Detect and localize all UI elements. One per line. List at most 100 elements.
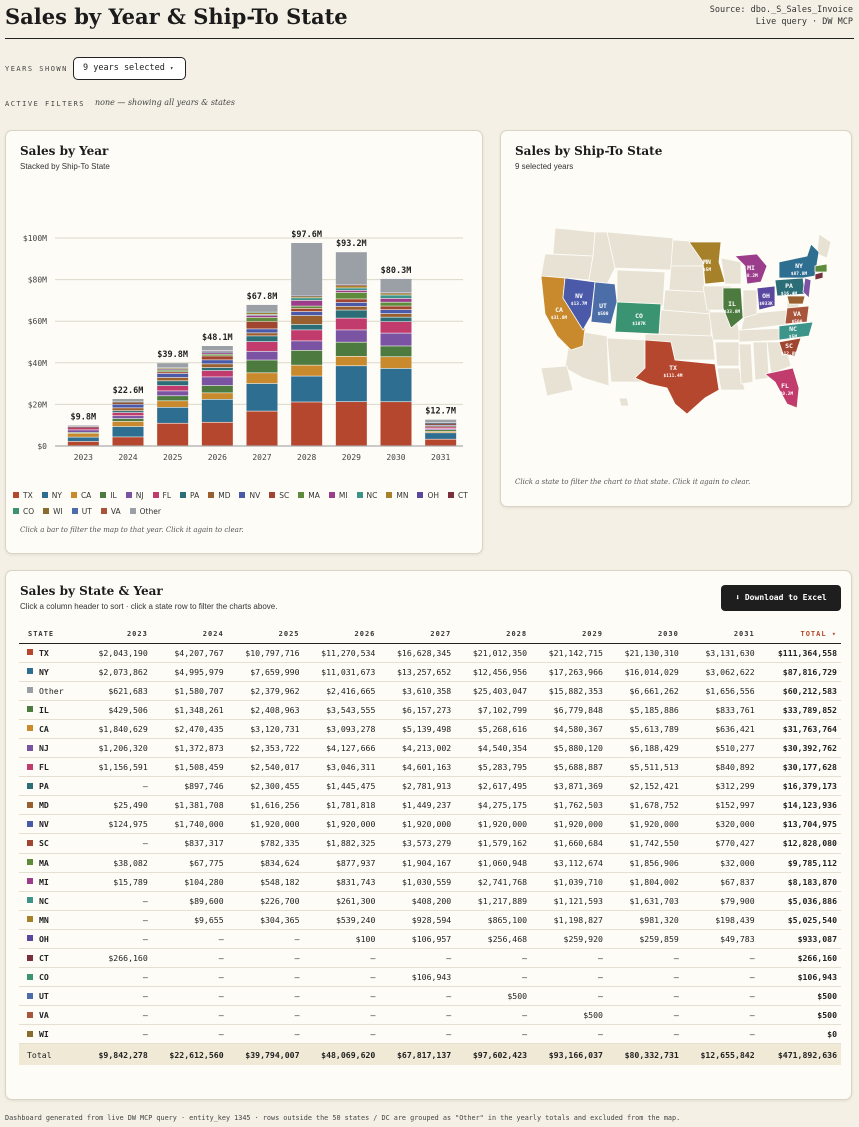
column-header-2028[interactable]: 2028	[455, 626, 532, 644]
table-row-ca[interactable]: CA $1,840,629 $2,470,435 $3,120,731 $3,093,2…	[19, 719, 841, 739]
bar-2031[interactable]	[425, 419, 457, 446]
bar-2030[interactable]	[380, 278, 412, 446]
column-header-2031[interactable]: 2031	[682, 626, 759, 644]
state-fl[interactable]	[764, 367, 800, 409]
state-md[interactable]	[786, 295, 806, 305]
legend-item-ny[interactable]: NY	[41, 488, 62, 504]
table-row-other[interactable]: Other $621,683 $1,580,707 $2,379,962 $2,416,…	[19, 681, 841, 701]
table-cell: –	[531, 967, 607, 988]
legend-item-ct[interactable]: CT	[448, 488, 468, 504]
column-header-2030[interactable]: 2030	[606, 626, 683, 644]
table-row-pa[interactable]: PA – $897,746 $2,300,455 $1,445,475 $2,781,91…	[19, 776, 841, 797]
legend-item-nc[interactable]: NC	[356, 488, 377, 504]
column-header-total[interactable]: TOTAL ▾	[758, 626, 841, 644]
table-row-wi[interactable]: WI – – – – – – – – – $0	[19, 1024, 841, 1045]
state-va[interactable]	[784, 305, 810, 325]
state-co[interactable]	[614, 301, 662, 335]
table-row-va[interactable]: VA – – – – – – $500– – $500	[19, 1005, 841, 1026]
column-header-state[interactable]: STATE	[19, 626, 83, 644]
state-sd[interactable]	[668, 265, 706, 293]
state-la[interactable]	[716, 367, 746, 391]
state-tx[interactable]	[634, 339, 720, 415]
legend-item-other[interactable]: Other	[129, 504, 161, 520]
state-sc[interactable]	[778, 337, 802, 357]
legend-item-co[interactable]: CO	[13, 504, 34, 520]
legend-item-wi[interactable]: WI	[43, 504, 63, 520]
bar-2025[interactable]	[157, 363, 189, 446]
column-header-2024[interactable]: 2024	[151, 626, 228, 644]
legend-item-il[interactable]: IL	[100, 488, 117, 504]
column-header-2029[interactable]: 2029	[531, 626, 607, 644]
table-row-sc[interactable]: SC – $837,317 $782,335 $1,882,325 $3,573,279 $…	[19, 833, 841, 854]
state-nj[interactable]	[802, 277, 812, 299]
legend-item-fl[interactable]: FL	[152, 488, 171, 504]
state-ar[interactable]	[714, 341, 740, 367]
bar-2026[interactable]	[201, 346, 233, 446]
state-al[interactable]	[752, 341, 770, 381]
table-cell: $87,816,729	[758, 662, 841, 682]
state-me[interactable]	[816, 233, 832, 259]
state-ms[interactable]	[738, 343, 754, 385]
years-dropdown[interactable]: 9 years selected ▾	[73, 57, 186, 80]
state-hi[interactable]	[618, 397, 630, 407]
legend-item-mn[interactable]: MN	[386, 488, 408, 504]
state-in[interactable]	[742, 289, 758, 319]
state-ny[interactable]	[778, 243, 820, 279]
state-il[interactable]	[722, 287, 744, 329]
table-row-fl[interactable]: FL $1,156,591 $1,508,459 $2,540,017 $3,046,3…	[19, 757, 841, 778]
state-ma[interactable]	[814, 263, 828, 273]
state-wy[interactable]	[616, 269, 666, 307]
state-or[interactable]	[540, 253, 594, 281]
table-row-oh[interactable]: OH – – – $100 $106,957 $256,468 $259,920 $259,85…	[19, 929, 841, 950]
state-oh[interactable]	[756, 285, 776, 311]
state-ak[interactable]	[540, 365, 574, 397]
table-row-nv[interactable]: NV $124,975 $1,740,000 $1,920,000 $1,920,000…	[19, 814, 841, 835]
state-ut[interactable]	[590, 281, 618, 325]
state-wa[interactable]	[552, 227, 596, 257]
legend-swatch	[208, 492, 215, 498]
table-row-ct[interactable]: CT $266,160– – – – – – – – $266,160	[19, 948, 841, 969]
bar-2027[interactable]	[246, 304, 278, 446]
state-nv[interactable]	[562, 277, 596, 331]
column-header-2025[interactable]: 2025	[227, 626, 304, 644]
legend-item-sc[interactable]: SC	[269, 488, 289, 504]
table-row-nj[interactable]: NJ $1,206,320 $1,372,873 $2,353,722 $4,127,6…	[19, 738, 841, 759]
table-row-ma[interactable]: MA $38,082 $67,775 $834,624 $877,937 $1,904,1…	[19, 853, 841, 873]
state-mt[interactable]	[606, 231, 674, 271]
legend-item-va[interactable]: VA	[100, 504, 121, 520]
table-row-nc[interactable]: NC – $89,600 $226,700 $261,300 $408,200 $1,217…	[19, 891, 841, 911]
state-nc[interactable]	[778, 321, 814, 341]
table-row-tx[interactable]: TX $2,043,190 $4,207,767 $10,797,716 $11,270…	[19, 643, 841, 663]
table-row-md[interactable]: MD $25,490 $1,381,708 $1,616,256 $1,781,818 $…	[19, 795, 841, 816]
column-header-2026[interactable]: 2026	[303, 626, 380, 644]
state-mi[interactable]	[734, 253, 768, 285]
download-excel-button[interactable]: ⬇ Download to Excel	[721, 585, 841, 611]
table-row-co[interactable]: CO – – – – $106,943– – – – $106,943	[19, 967, 841, 988]
state-ct[interactable]	[814, 271, 824, 281]
legend-item-ca[interactable]: CA	[70, 488, 91, 504]
legend-item-pa[interactable]: PA	[180, 488, 199, 504]
legend-item-ut[interactable]: UT	[71, 504, 92, 520]
column-header-2023[interactable]: 2023	[82, 626, 152, 644]
column-header-2027[interactable]: 2027	[379, 626, 456, 644]
table-row-mi[interactable]: MI $15,789 $104,280 $548,182 $831,743 $1,030,…	[19, 872, 841, 892]
table-row-ut[interactable]: UT – – – – – $500– – – $500	[19, 986, 841, 1007]
legend-item-ma[interactable]: MA	[298, 488, 320, 504]
state-wi[interactable]	[720, 257, 742, 285]
bar-2028[interactable]	[291, 242, 323, 446]
legend-item-mi[interactable]: MI	[328, 488, 348, 504]
table-row-il[interactable]: IL $429,506 $1,348,261 $2,408,963 $3,543,555…	[19, 700, 841, 720]
bar-2023[interactable]	[67, 425, 99, 446]
legend-item-tx[interactable]: TX	[13, 488, 33, 504]
legend-item-oh[interactable]: OH	[417, 488, 439, 504]
legend-item-md[interactable]: MD	[208, 488, 230, 504]
bar-2024[interactable]	[112, 398, 144, 446]
legend-item-nj[interactable]: NJ	[125, 488, 144, 504]
state-ks[interactable]	[658, 309, 712, 337]
table-row-ny[interactable]: NY $2,073,862 $4,995,979 $7,659,990 $11,031,…	[19, 662, 841, 682]
legend-item-nv[interactable]: NV	[239, 488, 260, 504]
bar-2029[interactable]	[335, 252, 367, 446]
legend-label: PA	[190, 491, 200, 500]
table-row-mn[interactable]: MN – $9,655 $304,365 $539,240 $928,594 $865,10…	[19, 910, 841, 930]
state-tn[interactable]	[738, 327, 790, 343]
